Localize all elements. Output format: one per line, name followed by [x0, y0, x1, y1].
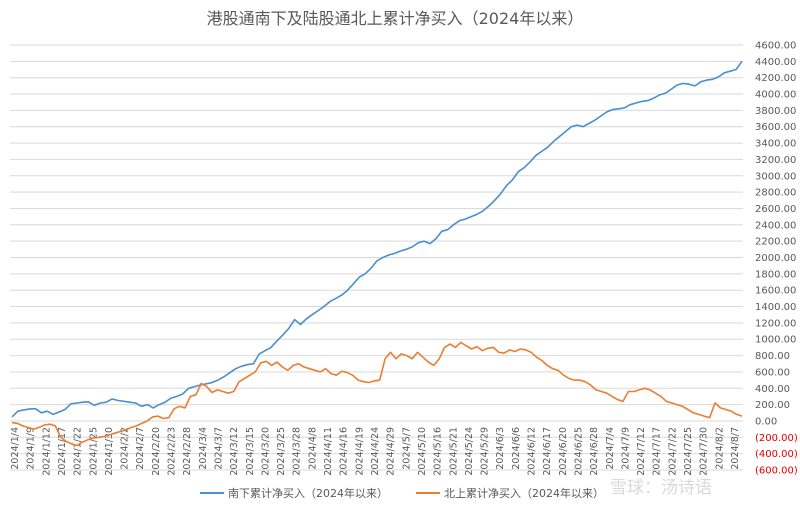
x-tick-label: 2024/3/4	[198, 427, 209, 470]
x-tick-label: 2024/6/12	[527, 427, 538, 476]
legend: 南下累计净买入（2024年以来） 北上累计净买入（2024年以来）	[200, 486, 604, 500]
y-tick-label: 0.00	[755, 416, 777, 427]
y-tick-label: 1600.00	[755, 286, 796, 297]
y-tick-label: 2000.00	[755, 253, 796, 264]
y-tick-label: 1400.00	[755, 302, 796, 313]
x-tick-label: 2024/4/19	[354, 427, 365, 476]
y-tick-label: (600.00)	[755, 466, 798, 477]
y-tick-label: 3400.00	[755, 139, 796, 150]
y-tick-label: 3600.00	[755, 122, 796, 133]
y-tick-label: 4200.00	[755, 73, 796, 84]
x-tick-label: 2024/8/2	[714, 427, 725, 470]
chart-title: 港股通南下及陆股通北上累计净买入（2024年以来）	[207, 9, 584, 28]
x-tick-label: 2024/5/21	[448, 427, 459, 476]
y-tick-label: 4400.00	[755, 57, 796, 68]
x-tick-label: 2024/5/29	[480, 427, 491, 476]
series-line-northbound	[11, 341, 743, 447]
y-axis-ticks: (600.00) (400.00) (200.00) 0.00 200.00 400.00…	[755, 41, 798, 477]
x-tick-label: 2024/2/20	[151, 427, 162, 476]
x-tick-label: 2024/1/25	[88, 427, 99, 476]
y-tick-label: 400.00	[755, 384, 790, 395]
x-tick-label: 2024/4/8	[307, 427, 318, 470]
x-tick-label: 2024/7/17	[652, 427, 663, 476]
x-tick-label: 2024/6/3	[495, 427, 506, 470]
y-tick-label: 1000.00	[755, 335, 796, 346]
x-tick-label: 2024/8/7	[730, 427, 741, 470]
x-tick-label: 2024/5/24	[464, 427, 475, 476]
y-tick-label: 2600.00	[755, 204, 796, 215]
x-tick-label: 2024/7/22	[667, 427, 678, 476]
x-tick-label: 2024/6/25	[573, 427, 584, 476]
x-tick-label: 2024/1/30	[104, 427, 115, 476]
x-tick-label: 2024/6/20	[558, 427, 569, 476]
y-tick-label: 3800.00	[755, 106, 796, 117]
y-tick-label: 2800.00	[755, 188, 796, 199]
y-tick-label: (200.00)	[755, 433, 798, 444]
x-tick-label: 2024/1/12	[41, 427, 52, 476]
gridlines	[10, 44, 743, 471]
x-tick-label: 2024/1/4	[10, 427, 21, 470]
x-axis-ticks: 2024/1/4 2024/1/9 2024/1/12 2024/1/17 2024/1…	[10, 427, 741, 476]
x-tick-label: 2024/7/4	[605, 427, 616, 470]
x-tick-label: 2024/1/22	[73, 427, 84, 476]
watermark: 雪球：汤诗语	[610, 478, 712, 498]
y-tick-label: 600.00	[755, 367, 790, 378]
x-tick-label: 2024/3/12	[229, 427, 240, 476]
y-tick-label: (400.00)	[755, 449, 798, 460]
x-tick-label: 2024/1/17	[57, 427, 68, 476]
series-line-southbound	[11, 60, 743, 418]
x-tick-label: 2024/5/10	[417, 427, 428, 476]
x-tick-label: 2024/7/25	[683, 427, 694, 476]
y-tick-label: 3200.00	[755, 155, 796, 166]
x-tick-label: 2024/2/2	[120, 427, 131, 470]
legend-label-northbound: 北上累计净买入（2024年以来）	[444, 486, 604, 500]
y-tick-label: 4600.00	[755, 41, 796, 52]
x-tick-label: 2024/6/17	[542, 427, 553, 476]
y-tick-label: 200.00	[755, 400, 790, 411]
legend-label-southbound: 南下累计净买入（2024年以来）	[228, 486, 388, 500]
x-tick-label: 2024/5/16	[433, 427, 444, 476]
x-tick-label: 2024/3/15	[245, 427, 256, 476]
y-tick-label: 2200.00	[755, 237, 796, 248]
y-tick-label: 4000.00	[755, 90, 796, 101]
y-tick-label: 1200.00	[755, 318, 796, 329]
x-tick-label: 2024/7/12	[636, 427, 647, 476]
x-tick-label: 2024/6/28	[589, 427, 600, 476]
y-tick-label: 2400.00	[755, 220, 796, 231]
y-tick-label: 1800.00	[755, 269, 796, 280]
series-lines	[11, 60, 743, 447]
x-tick-label: 2024/7/30	[699, 427, 710, 476]
x-tick-label: 2024/4/24	[370, 427, 381, 476]
x-tick-label: 2024/3/25	[276, 427, 287, 476]
x-tick-label: 2024/4/16	[339, 427, 350, 476]
x-tick-label: 2024/2/28	[182, 427, 193, 476]
x-tick-label: 2024/4/11	[323, 427, 334, 476]
x-tick-label: 2024/3/20	[260, 427, 271, 476]
x-tick-label: 2024/2/7	[135, 427, 146, 470]
x-tick-label: 2024/6/6	[511, 427, 522, 470]
y-tick-label: 3000.00	[755, 171, 796, 182]
x-tick-label: 2024/7/9	[620, 427, 631, 470]
y-tick-label: 800.00	[755, 351, 790, 362]
x-tick-label: 2024/3/7	[213, 427, 224, 470]
x-tick-label: 2024/1/9	[26, 427, 37, 470]
x-tick-label: 2024/5/7	[401, 427, 412, 470]
x-tick-label: 2024/4/29	[386, 427, 397, 476]
x-tick-label: 2024/3/28	[292, 427, 303, 476]
x-tick-label: 2024/2/23	[167, 427, 178, 476]
